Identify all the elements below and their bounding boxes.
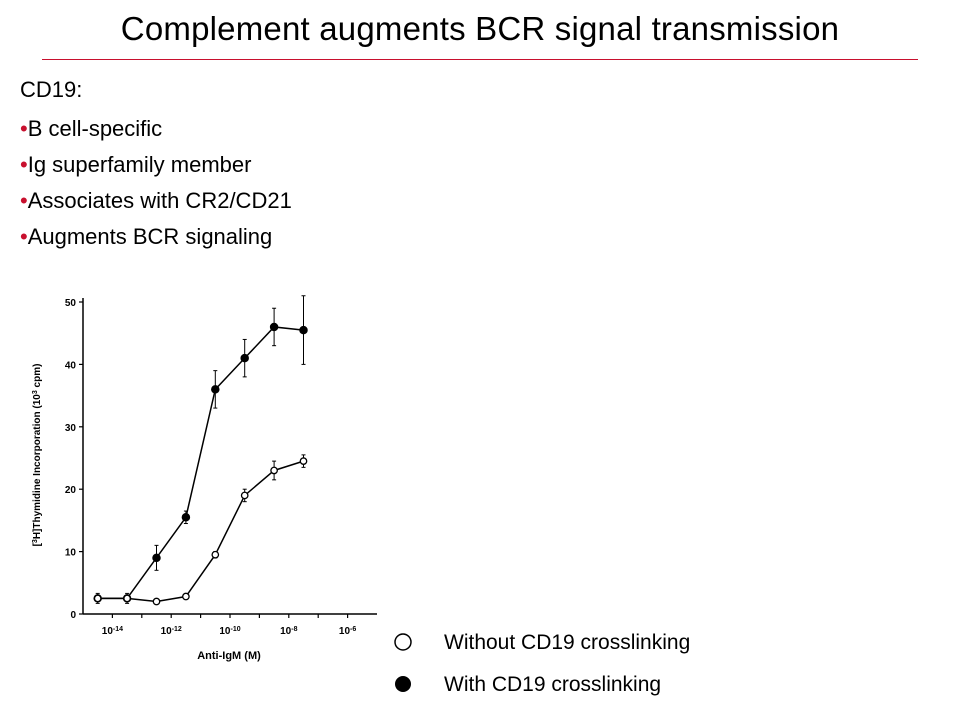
x-tick-label: 10-8: [280, 626, 297, 638]
data-point: [211, 550, 220, 559]
data-point: [299, 325, 308, 335]
bullet-text: B cell-specific: [27, 116, 163, 141]
chart-legend: Without CD19 crosslinking With CD19 cros…: [394, 631, 690, 696]
data-point: [240, 353, 249, 363]
x-tick-label: 10-14: [102, 626, 123, 638]
bullet-text: Associates with CR2/CD21: [27, 188, 292, 213]
x-tick-label: 10-6: [339, 626, 356, 638]
slide-title: Complement augments BCR signal transmiss…: [120, 10, 840, 47]
y-tick-label: 0: [70, 610, 76, 621]
legend-label-without: Without CD19 crosslinking: [444, 631, 690, 654]
bullet-icon: •: [20, 224, 28, 249]
data-point: [269, 322, 279, 332]
legend-filled-circle-icon: [395, 676, 411, 692]
bullet-item: •Ig superfamily member: [20, 147, 292, 183]
y-axis-ticks: 0 10 20 30 40 50: [65, 298, 83, 621]
y-tick-label: 50: [65, 298, 77, 309]
y-tick-label: 30: [65, 423, 77, 434]
x-tick-label: 10-12: [161, 626, 182, 638]
bullet-item: •Augments BCR signaling: [20, 219, 292, 255]
bullet-icon: •: [20, 116, 28, 141]
data-point: [182, 592, 190, 601]
x-axis-label: Anti-IgM (M): [197, 650, 261, 662]
y-axis-label: [3H]Thymidine Incorporation (103 cpm): [32, 364, 44, 547]
series-with-cd19: [93, 295, 308, 604]
series-without-cd19: [93, 454, 308, 606]
data-point: [152, 597, 161, 606]
x-axis-ticks: 10-14 10-12 10-10 10-8 10-6: [102, 614, 356, 638]
bullet-text: Ig superfamily member: [27, 152, 252, 177]
legend-label-with: With CD19 crosslinking: [444, 673, 661, 696]
section-heading: CD19:: [20, 77, 83, 102]
thymidine-incorporation-chart: 0 10 20 30 40 50 10-14 10-12 10-10 10-8 10-6 [3H]…: [32, 295, 690, 696]
bullet-item: •B cell-specific: [20, 111, 292, 147]
data-point: [152, 553, 161, 563]
y-tick-label: 40: [65, 360, 77, 371]
bullet-text: Augments BCR signaling: [27, 224, 273, 249]
data-point: [270, 466, 278, 475]
data-point: [93, 594, 102, 603]
data-point: [240, 491, 249, 500]
series-line: [97, 460, 304, 603]
title-divider: [42, 59, 918, 60]
y-tick-label: 20: [65, 485, 77, 496]
legend-open-circle-icon: [394, 633, 412, 651]
data-point: [181, 513, 191, 522]
bullet-icon: •: [20, 188, 28, 213]
data-point: [211, 385, 220, 394]
chart-axes: [82, 298, 377, 615]
y-tick-label: 10: [65, 548, 77, 559]
series-layer: [93, 295, 308, 606]
data-point: [123, 594, 131, 603]
bullet-item: •Associates with CR2/CD21: [20, 183, 292, 219]
data-point: [299, 457, 308, 465]
bullet-icon: •: [20, 152, 28, 177]
bullet-list: •B cell-specific •Ig superfamily member …: [20, 111, 292, 255]
x-tick-label: 10-10: [219, 626, 240, 638]
series-line: [97, 326, 304, 600]
